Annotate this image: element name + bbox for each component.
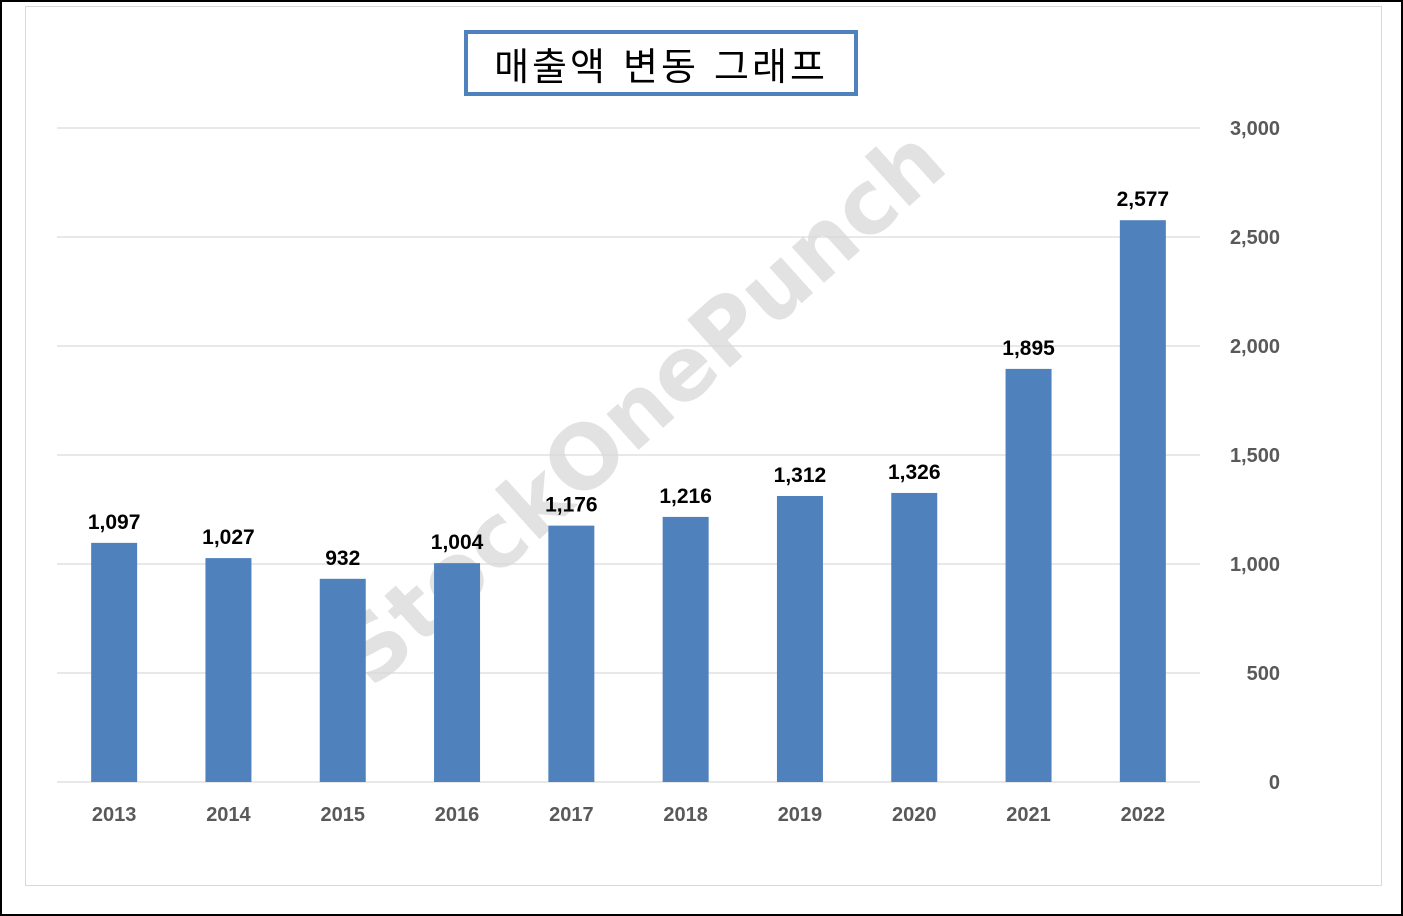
y-tick-label: 3,000 (1230, 118, 1280, 140)
data-label: 1,326 (888, 461, 941, 484)
x-tick-label: 2016 (435, 804, 480, 826)
data-label: 1,312 (774, 464, 827, 487)
bar-2016 (434, 563, 481, 782)
y-tick-label: 0 (1269, 772, 1280, 794)
bar-2020 (891, 492, 938, 782)
y-tick-label: 1,000 (1230, 554, 1280, 576)
x-tick-label: 2015 (321, 804, 366, 826)
x-tick-label: 2021 (1006, 804, 1051, 826)
bar-2018 (662, 516, 709, 782)
watermark-text: StockOnePunch (317, 108, 964, 705)
data-label: 1,895 (1002, 337, 1055, 360)
bar-2013 (91, 542, 138, 782)
x-tick-label: 2013 (92, 804, 137, 826)
data-label: 1,097 (88, 511, 141, 534)
bar-2019 (776, 495, 823, 782)
data-label: 1,216 (659, 485, 712, 508)
data-label: 1,027 (202, 526, 255, 549)
chart-title-box: 매출액 변동 그래프 (464, 30, 858, 96)
x-tick-label: 2014 (206, 804, 251, 826)
bar-2014 (205, 558, 252, 782)
bar-2015 (319, 578, 366, 782)
data-label: 1,004 (431, 531, 484, 554)
chart-title: 매출액 변동 그래프 (494, 44, 828, 89)
data-label: 1,176 (545, 494, 598, 517)
y-tick-label: 1,500 (1230, 445, 1280, 467)
bar-2021 (1005, 368, 1052, 782)
bar-2022 (1119, 220, 1166, 783)
y-tick-label: 2,500 (1230, 227, 1280, 249)
bar-2017 (548, 525, 595, 782)
y-tick-label: 2,000 (1230, 336, 1280, 358)
x-tick-label: 2018 (663, 804, 708, 826)
x-tick-label: 2022 (1121, 804, 1166, 826)
data-label: 932 (325, 547, 360, 570)
plot-area-border (25, 6, 1382, 886)
x-tick-label: 2017 (549, 804, 594, 826)
data-label: 2,577 (1117, 188, 1170, 211)
x-tick-label: 2020 (892, 804, 937, 826)
x-tick-label: 2019 (778, 804, 823, 826)
y-tick-label: 500 (1247, 663, 1280, 685)
